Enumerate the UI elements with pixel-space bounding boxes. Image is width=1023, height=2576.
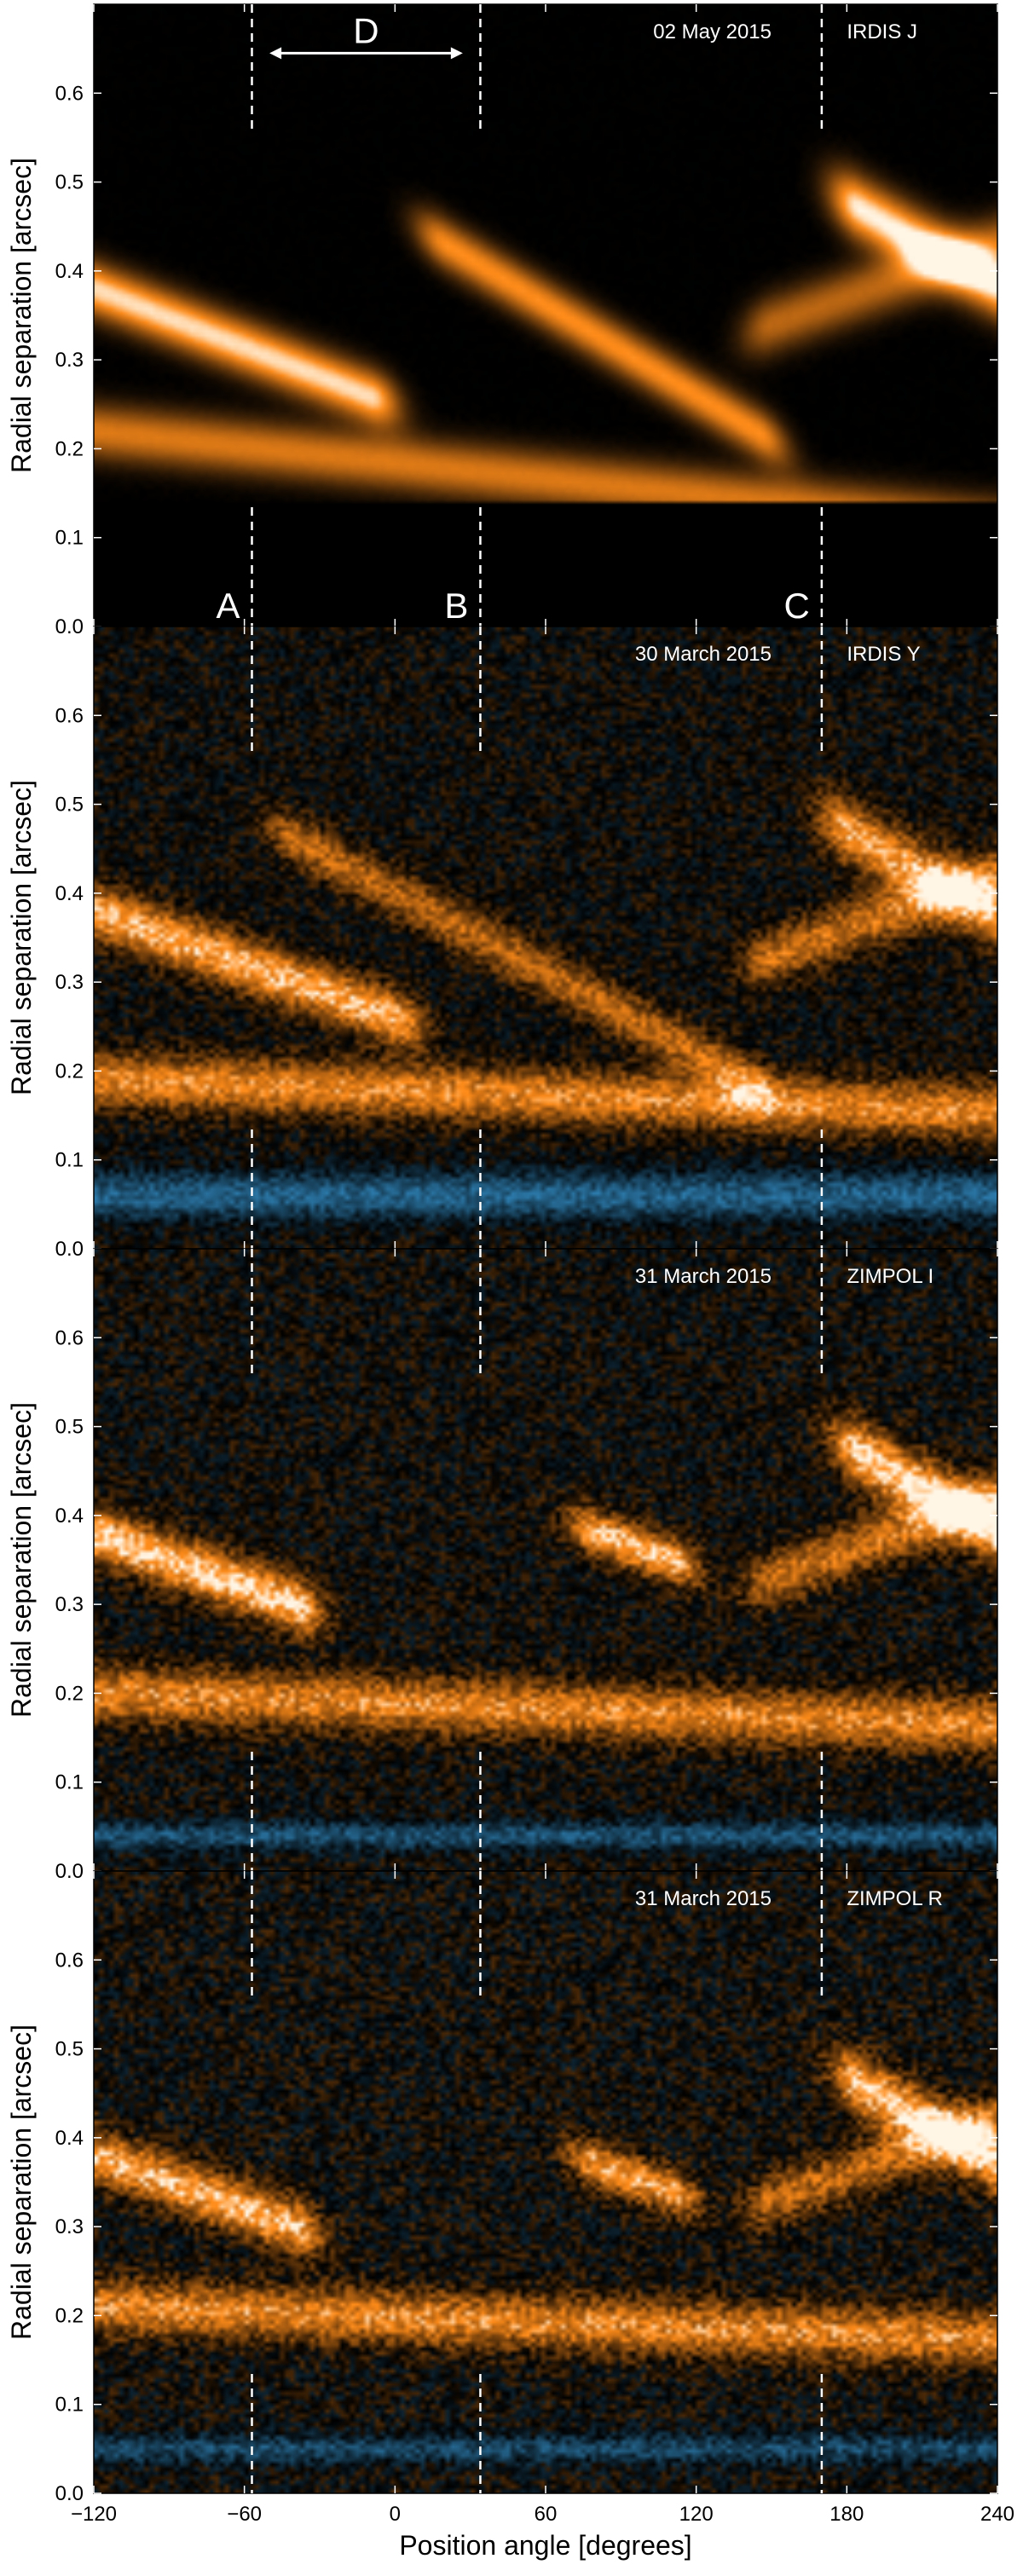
marker-label-c: C (784, 586, 810, 626)
panel-4: 31 March 2015 ZIMPOL R 0.0 0.1 0.2 0.3 0.4 0.5 0… (6, 1870, 998, 2505)
marker-label-b: B (444, 586, 468, 626)
y-tick-label: 0.0 (55, 615, 84, 638)
panel-instrument: ZIMPOL R (847, 1887, 942, 1910)
y-axis-label: Radial separation [arcsec] (6, 2024, 37, 2340)
heatmap-image (94, 4, 997, 627)
x-tick-label: 180 (829, 2503, 864, 2526)
y-tick-label: 0.5 (55, 2038, 84, 2061)
panel-date: 02 May 2015 (653, 20, 772, 43)
span-label: D (353, 10, 379, 50)
x-axis-label: Position angle [degrees] (399, 2530, 691, 2561)
y-tick-label: 0.4 (55, 882, 84, 905)
y-tick-label: 0.3 (55, 1593, 84, 1616)
panel-date: 31 March 2015 (635, 1265, 772, 1288)
panel-2: 30 March 2015 IRDIS Y 0.0 0.1 0.2 0.3 0.4 0.5 0.… (6, 626, 998, 1261)
y-tick-label: 0.6 (55, 82, 84, 105)
y-tick-label: 0.4 (55, 1505, 84, 1528)
y-tick-label: 0.4 (55, 260, 84, 283)
y-tick-label: 0.3 (55, 2215, 84, 2238)
span-arrow (269, 47, 463, 60)
heatmap-image (94, 1249, 997, 1871)
panel-1: A B C D 02 May 2015 IRDIS J 0.0 0.1 0.2 0.3 0.4 0.5… (6, 3, 998, 638)
panel-instrument: IRDIS Y (847, 643, 920, 666)
y-tick-label: 0.0 (55, 1860, 84, 1883)
y-tick-label: 0.5 (55, 171, 84, 194)
y-tick-label: 0.1 (55, 527, 84, 550)
panel-instrument: IRDIS J (847, 20, 917, 43)
span-arrow-head-left (269, 47, 282, 60)
marker-label-a: A (216, 586, 240, 626)
y-tick-label: 0.1 (55, 1771, 84, 1794)
y-tick-label: 0.4 (55, 2127, 84, 2150)
y-tick-label: 0.6 (55, 1949, 84, 1972)
y-tick-label: 0.2 (55, 1682, 84, 1705)
panel-date: 30 March 2015 (635, 643, 772, 666)
panel-3: 31 March 2015 ZIMPOL I 0.0 0.1 0.2 0.3 0.4 0.5 0… (6, 1248, 998, 1883)
panel-instrument: ZIMPOL I (847, 1265, 933, 1288)
x-tick-label: 60 (535, 2503, 558, 2526)
y-tick-label: 0.6 (55, 1326, 84, 1349)
x-tick-label: −60 (227, 2503, 262, 2526)
y-tick-label: 0.2 (55, 437, 84, 460)
x-tick-label: 0 (390, 2503, 401, 2526)
heatmap-image (94, 627, 997, 1249)
y-tick-label: 0.2 (55, 1060, 84, 1083)
y-tick-label: 0.2 (55, 2304, 84, 2327)
x-tick-label: 240 (980, 2503, 1014, 2526)
y-axis-label: Radial separation [arcsec] (6, 1402, 37, 1718)
x-tick-label: −120 (71, 2503, 117, 2526)
y-tick-label: 0.0 (55, 1238, 84, 1261)
x-tick-label: 120 (679, 2503, 714, 2526)
y-tick-label: 0.5 (55, 794, 84, 817)
y-tick-label: 0.6 (55, 704, 84, 727)
y-axis-label: Radial separation [arcsec] (6, 780, 37, 1095)
y-tick-label: 0.5 (55, 1416, 84, 1439)
y-tick-label: 0.1 (55, 2394, 84, 2417)
y-axis-label: Radial separation [arcsec] (6, 158, 37, 473)
y-tick-label: 0.3 (55, 349, 84, 372)
y-tick-label: 0.3 (55, 971, 84, 994)
panel-date: 31 March 2015 (635, 1887, 772, 1910)
y-tick-label: 0.0 (55, 2482, 84, 2505)
y-tick-label: 0.1 (55, 1149, 84, 1172)
span-arrow-head-right (450, 47, 463, 60)
heatmap-image (94, 1871, 997, 2493)
